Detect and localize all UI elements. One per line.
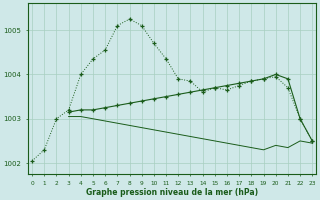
X-axis label: Graphe pression niveau de la mer (hPa): Graphe pression niveau de la mer (hPa) <box>86 188 258 197</box>
